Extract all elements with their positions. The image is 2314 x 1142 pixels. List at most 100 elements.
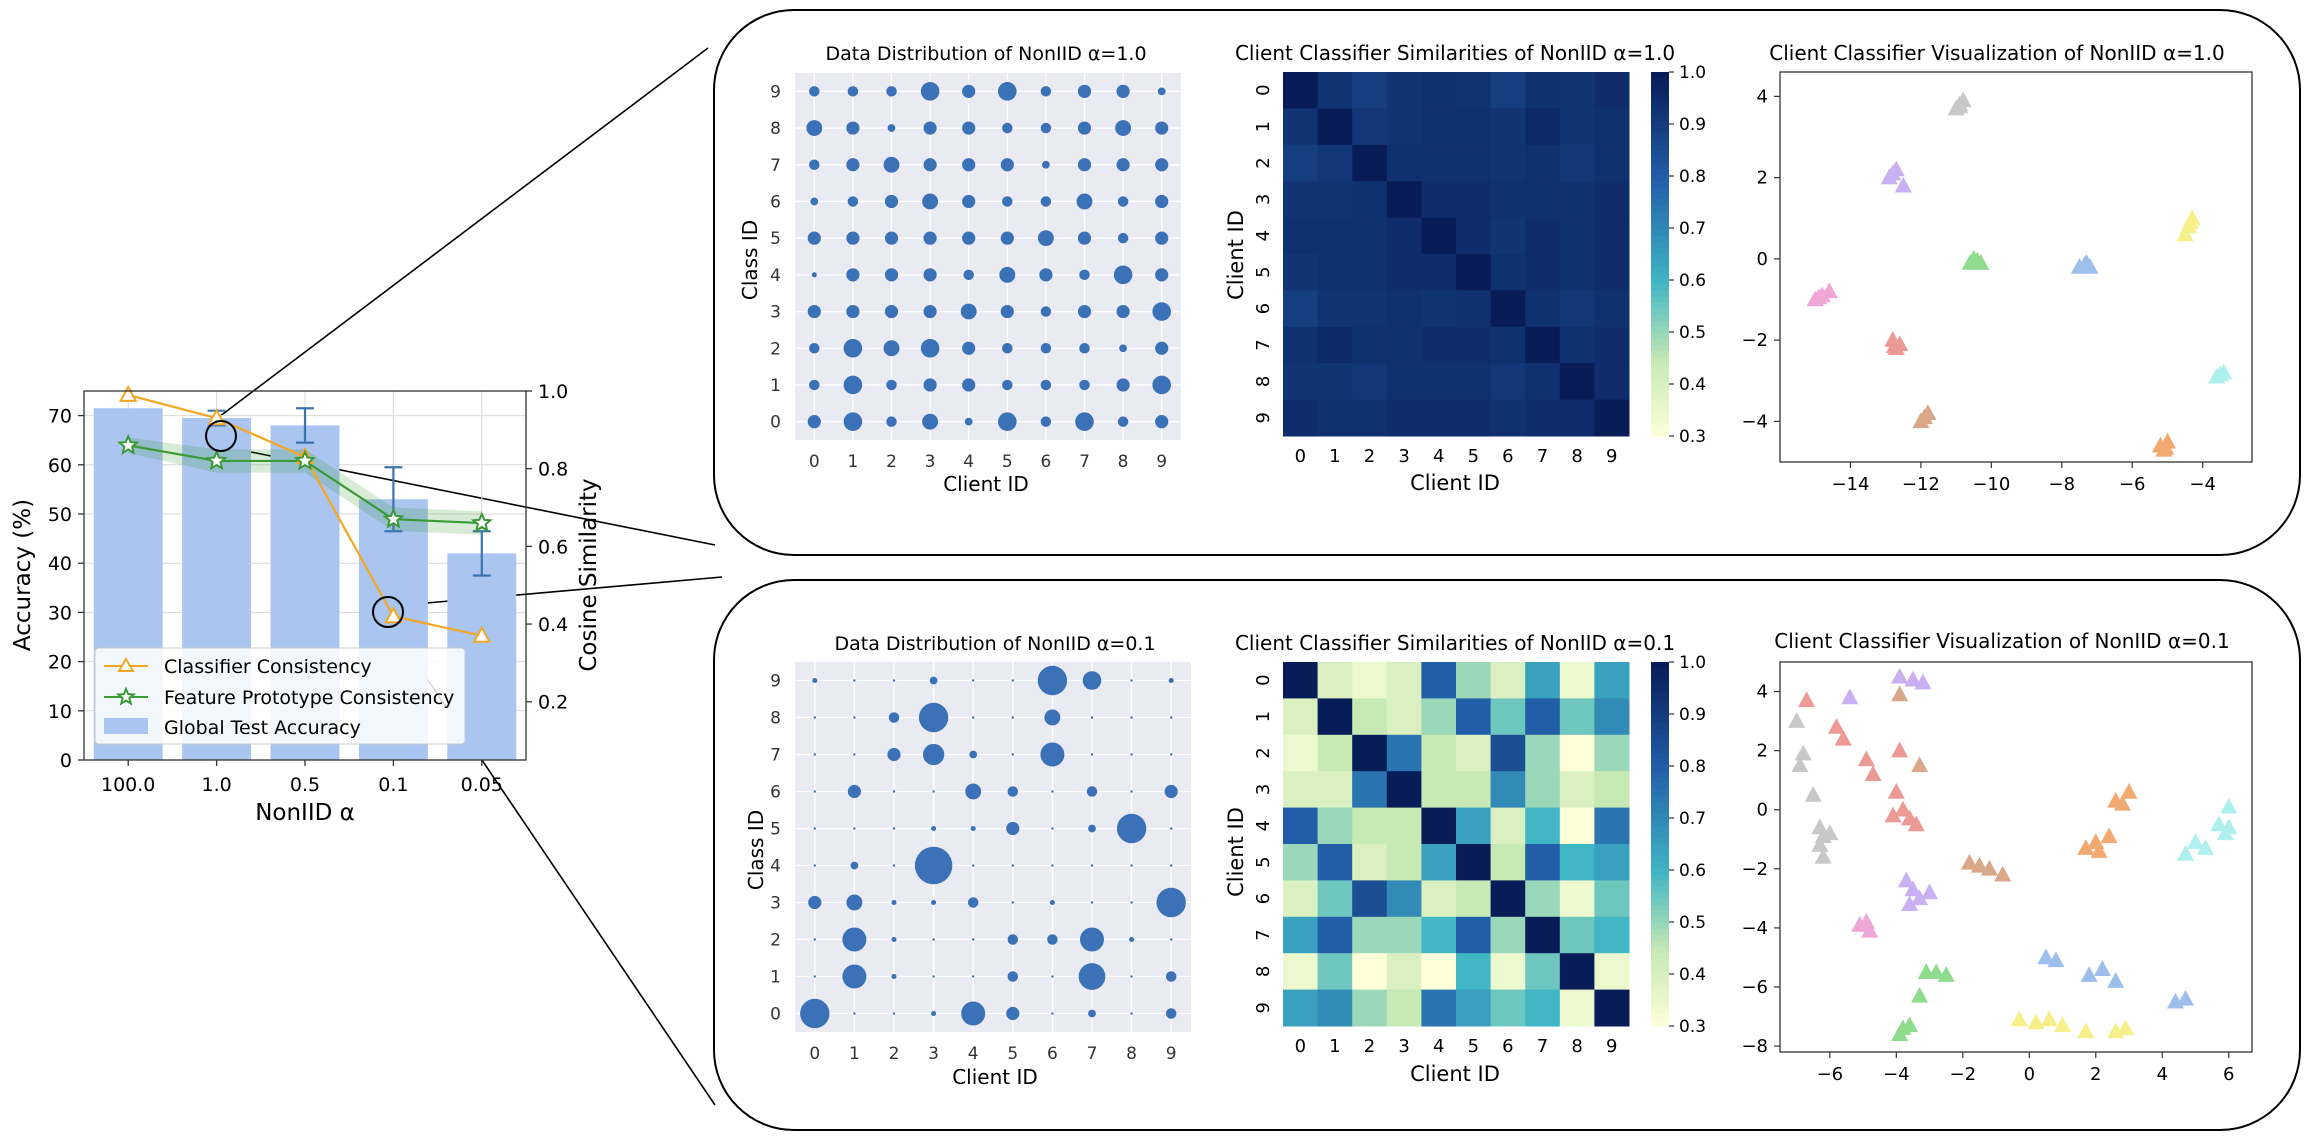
heatmap-cell	[1525, 734, 1561, 772]
top-viz-title: Client Classifier Visualization of NonII…	[1769, 41, 2224, 65]
colorbar-tick-label: 1.0	[1679, 63, 1706, 83]
heatmap-cell	[1317, 144, 1353, 182]
colorbar-segment	[1651, 801, 1669, 809]
client-classifier-point	[1827, 718, 1846, 734]
x-tick-label: 2	[889, 1044, 900, 1064]
y-tick-label: 40	[48, 553, 72, 575]
heatmap-cell	[1594, 953, 1630, 991]
y-tick-label: 3	[770, 894, 781, 914]
distribution-bubble	[800, 998, 830, 1029]
heatmap-cell	[1386, 989, 1422, 1027]
heatmap-cell	[1283, 916, 1319, 954]
colorbar-segment	[1651, 205, 1669, 213]
distribution-bubble	[1117, 416, 1129, 427]
client-classifier-point	[1904, 880, 1922, 897]
client-classifier-point	[2107, 791, 2125, 808]
colorbar-segment	[1651, 1001, 1669, 1009]
distribution-bubble	[886, 86, 897, 97]
distribution-bubble	[1039, 268, 1053, 282]
legend-marker-triangle	[117, 657, 135, 672]
colorbar-segment	[1651, 144, 1669, 152]
distribution-bubble	[884, 194, 899, 209]
distribution-bubble	[1040, 196, 1052, 207]
client-classifier-point	[2053, 1016, 2072, 1033]
heatmap-cell	[1490, 989, 1526, 1027]
distribution-bubble	[892, 864, 896, 867]
colorbar-segment	[1651, 941, 1669, 948]
distribution-bubble	[972, 938, 975, 941]
client-classifier-point	[1885, 337, 1904, 353]
heatmap-cell	[1456, 953, 1492, 991]
heatmap-cell	[1421, 108, 1457, 146]
heatmap-cell	[1421, 144, 1457, 182]
colorbar-segment	[1651, 423, 1669, 431]
colorbar-segment	[1651, 72, 1669, 79]
client-classifier-point	[2037, 948, 2055, 965]
colorbar-segment	[1651, 260, 1669, 267]
distribution-bubble	[843, 338, 863, 358]
x-tick-label: 9	[1606, 446, 1617, 467]
heatmap-cell	[1352, 844, 1388, 881]
heatmap-cell	[1283, 144, 1319, 182]
heatmap-cell	[1559, 807, 1595, 845]
heatmap-cell	[1317, 290, 1353, 328]
heatmap-cell	[1421, 989, 1457, 1027]
distribution-bubble	[892, 790, 896, 793]
distribution-bubble	[1076, 193, 1093, 210]
distribution-bubble	[1116, 84, 1130, 98]
client-classifier-point	[1864, 765, 1882, 782]
y-tick-label: 3	[1253, 784, 1274, 795]
distribution-bubble	[962, 231, 976, 245]
y-tick-label: 9	[1253, 1002, 1274, 1013]
distribution-bubble	[810, 197, 819, 206]
distribution-bubble	[1000, 231, 1014, 245]
client-classifier-point	[1861, 921, 1879, 938]
x-tick-label: 9	[1606, 1036, 1617, 1057]
colorbar-segment	[1651, 928, 1669, 936]
classifier-point	[384, 606, 403, 624]
colorbar-segment	[1651, 272, 1669, 279]
heatmap-cell	[1525, 662, 1561, 699]
colorbar-segment	[1651, 953, 1669, 960]
colorbar-segment	[1651, 102, 1669, 109]
distribution-bubble	[1007, 971, 1019, 982]
client-classifier-point	[2196, 839, 2215, 855]
y-tick-label: 4	[770, 857, 781, 877]
colorbar-segment	[1651, 765, 1669, 772]
main-xlabel: NonIID α	[255, 800, 355, 826]
feature-point	[382, 507, 405, 529]
y-tick-label: 2	[1757, 741, 1768, 762]
x-tick-label: −8	[2049, 474, 2076, 495]
heatmap-cell	[1386, 254, 1422, 291]
heatmap-cell	[1421, 217, 1457, 255]
heatmap-cell	[1525, 698, 1561, 736]
y-tick-label: 8	[1253, 966, 1274, 977]
heatmap-cell	[1490, 181, 1526, 219]
y-tick-label: 6	[1253, 893, 1274, 904]
heatmap-cell	[1283, 363, 1319, 401]
client-classifier-point	[1834, 729, 1852, 746]
distribution-bubble	[1130, 975, 1133, 978]
colorbar-segment	[1651, 241, 1669, 249]
heatmap-cell	[1283, 326, 1319, 364]
colorbar-segment	[1651, 169, 1669, 176]
y2-tick-label: 0.4	[538, 614, 568, 636]
distribution-bubble	[1117, 196, 1129, 207]
heatmap-cell	[1594, 662, 1630, 699]
distribution-bubble	[807, 304, 821, 319]
distribution-bubble	[998, 412, 1017, 431]
distribution-bubble	[1165, 971, 1177, 982]
distribution-bubble	[1011, 679, 1014, 682]
heatmap-cell	[1317, 217, 1353, 255]
distribution-bubble	[1082, 671, 1102, 690]
heatmap-cell	[1352, 989, 1388, 1027]
heatmap-cell	[1386, 399, 1422, 437]
zoom-circle-alpha-0.1	[372, 596, 404, 628]
heatmap-cell	[1594, 399, 1630, 437]
distribution-bubble	[883, 340, 900, 357]
x-tick-label: 7	[1087, 1044, 1098, 1064]
x-tick-label: 0.1	[378, 774, 408, 796]
y-tick-label: 8	[770, 709, 781, 729]
heatmap-cell	[1421, 953, 1457, 991]
